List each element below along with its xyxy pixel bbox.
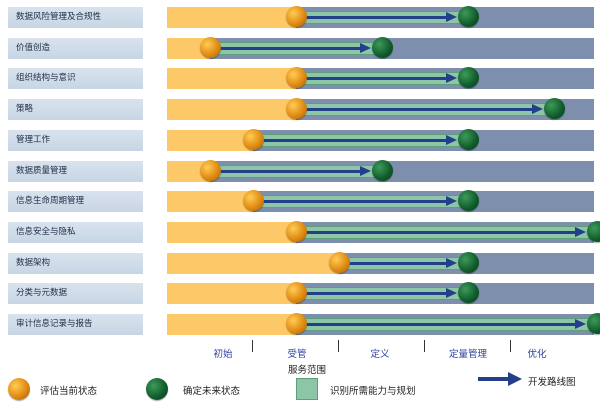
row-label: 策略 <box>8 99 143 120</box>
current-state-bar <box>167 253 339 274</box>
future-state-dot <box>458 129 479 150</box>
stage-divider <box>510 340 511 352</box>
future-state-dot <box>458 190 479 211</box>
roadmap-arrow-head <box>575 319 586 329</box>
maturity-track <box>167 190 594 212</box>
legend-arrow-icon <box>478 372 522 386</box>
future-state-dot <box>458 252 479 273</box>
current-state-dot <box>286 6 307 27</box>
row-label: 信息安全与隐私 <box>8 222 143 243</box>
maturity-track <box>167 67 594 89</box>
roadmap-arrow-line <box>347 262 446 265</box>
stage-optimized: 优化 <box>527 349 547 360</box>
current-state-dot <box>286 98 307 119</box>
current-state-dot <box>286 67 307 88</box>
future-state-dot <box>372 160 393 181</box>
row-label: 审计信息记录与报告 <box>8 314 143 335</box>
maturity-track <box>167 252 594 274</box>
future-state-dot <box>458 67 479 88</box>
legend-arrow-label: 开发路线图 <box>528 377 576 388</box>
legend-future-label: 确定未来状态 <box>183 386 241 397</box>
row-label: 数据架构 <box>8 253 143 274</box>
roadmap-arrow-head <box>446 135 457 145</box>
current-state-dot <box>286 221 307 242</box>
current-state-bar <box>167 191 253 212</box>
row-label: 信息生命周期管理 <box>8 191 143 212</box>
roadmap-arrow-head <box>532 104 543 114</box>
roadmap-arrow-head <box>360 166 371 176</box>
stage-divider <box>252 340 253 352</box>
roadmap-arrow-head <box>446 196 457 206</box>
current-state-dot <box>329 252 350 273</box>
roadmap-arrow-line <box>261 200 446 203</box>
maturity-track <box>167 129 594 151</box>
current-state-dot <box>200 160 221 181</box>
maturity-track <box>167 98 594 120</box>
scope-label: 服务范围 <box>287 365 326 376</box>
current-state-dot <box>286 313 307 334</box>
stage-quantitative: 定量管理 <box>448 349 487 360</box>
current-state-bar <box>167 38 210 59</box>
stage-divider <box>424 340 425 352</box>
current-state-dot <box>243 129 264 150</box>
legend-gap-square <box>296 378 318 400</box>
future-state-dot <box>458 6 479 27</box>
future-state-dot <box>458 282 479 303</box>
current-state-bar <box>167 130 253 151</box>
current-state-bar <box>167 99 296 120</box>
roadmap-arrow-line <box>304 292 446 295</box>
future-state-dot <box>587 221 600 242</box>
current-state-dot <box>200 37 221 58</box>
row-label: 组织结构与意识 <box>8 68 143 89</box>
current-state-bar <box>167 314 296 335</box>
roadmap-arrow-line <box>218 170 360 173</box>
current-state-dot <box>243 190 264 211</box>
stage-managed: 受管 <box>287 349 307 360</box>
row-label: 数据质量管理 <box>8 161 143 182</box>
maturity-track <box>167 6 594 28</box>
roadmap-arrow-head <box>446 258 457 268</box>
current-state-bar <box>167 161 210 182</box>
legend-current-dot <box>8 378 30 400</box>
roadmap-arrow-line <box>261 139 446 142</box>
legend-gap-label: 识别所需能力与规划 <box>330 386 416 397</box>
roadmap-arrow-line <box>304 77 446 80</box>
maturity-track <box>167 313 600 335</box>
future-state-dot <box>587 313 600 334</box>
maturity-track <box>167 282 594 304</box>
legend-future-dot <box>146 378 168 400</box>
roadmap-arrow-head <box>575 227 586 237</box>
stage-initial: 初始 <box>213 349 233 360</box>
current-state-bar <box>167 222 296 243</box>
current-state-dot <box>286 282 307 303</box>
roadmap-arrow-head <box>446 73 457 83</box>
maturity-track <box>167 37 594 59</box>
row-label: 价值创造 <box>8 38 143 59</box>
row-label: 分类与元数据 <box>8 283 143 304</box>
current-state-bar <box>167 283 296 304</box>
roadmap-arrow-line <box>304 323 575 326</box>
row-label: 数据风险管理及合规性 <box>8 7 143 28</box>
current-state-bar <box>167 68 296 89</box>
current-state-bar <box>167 7 296 28</box>
roadmap-arrow-line <box>304 16 446 19</box>
legend-current-label: 评估当前状态 <box>40 386 98 397</box>
maturity-track <box>167 221 600 243</box>
maturity-track <box>167 160 594 182</box>
roadmap-arrow-head <box>446 12 457 22</box>
roadmap-arrow-line <box>304 231 575 234</box>
roadmap-arrow-head <box>360 43 371 53</box>
stage-divider <box>338 340 339 352</box>
stage-defined: 定义 <box>370 349 390 360</box>
roadmap-arrow-line <box>218 47 360 50</box>
future-state-dot <box>544 98 565 119</box>
future-state-dot <box>372 37 393 58</box>
roadmap-arrow-head <box>446 288 457 298</box>
roadmap-arrow-line <box>304 108 532 111</box>
row-label: 管理工作 <box>8 130 143 151</box>
